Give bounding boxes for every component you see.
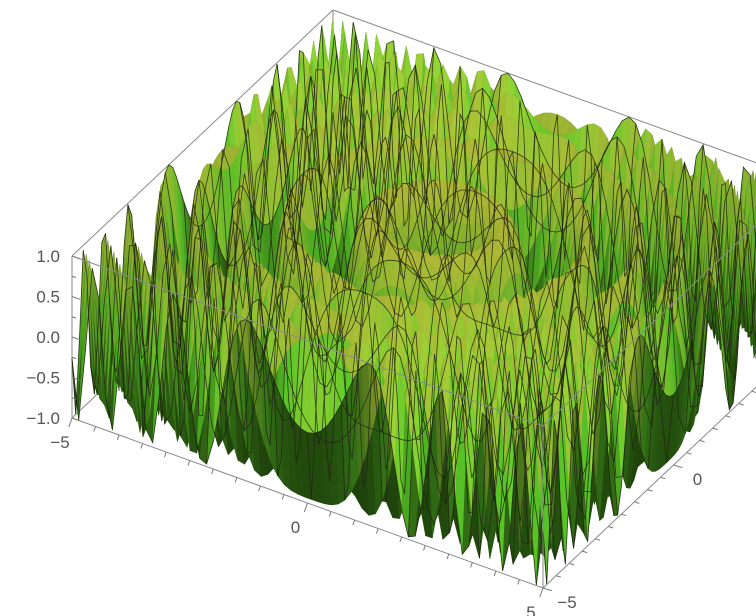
mesh-line-y <box>332 22 756 310</box>
x-tick-mark <box>187 460 191 466</box>
z-tick-mark <box>71 336 81 341</box>
x-tick-mark <box>539 587 544 598</box>
mesh-line-x <box>509 198 756 565</box>
x-tick-mark <box>517 579 520 585</box>
x-tick-mark <box>352 519 356 526</box>
x-tick-mark <box>68 417 73 428</box>
x-tick-mark <box>399 536 403 543</box>
box-edge-top-left <box>71 9 334 257</box>
mesh-line-x <box>441 144 704 533</box>
y-tick-mark <box>712 427 718 431</box>
y-tick-mark <box>582 550 588 554</box>
y-tick-mark <box>608 526 614 529</box>
box-edge-top-right <box>542 224 756 427</box>
y-tick-mark <box>542 587 553 592</box>
mesh-line-x <box>475 183 738 559</box>
mesh-line-y <box>295 67 756 363</box>
z-tick-mark <box>71 316 77 319</box>
z-tick-mark <box>71 377 81 381</box>
y-tick-mark <box>568 562 575 566</box>
z-tick-mark <box>71 296 81 300</box>
y-tick-mark <box>673 464 683 469</box>
x-tick-mark <box>258 485 261 492</box>
box-edge-top-front <box>71 255 544 427</box>
box-edge-top-back <box>332 9 756 164</box>
y-tick-mark <box>595 538 601 541</box>
x-tick-mark <box>93 426 97 432</box>
mesh-line-x <box>374 123 637 502</box>
z-tick-mark <box>71 397 77 400</box>
mesh-line-x <box>340 124 603 501</box>
x-tick-mark <box>470 562 473 568</box>
mesh-line-y <box>258 85 730 410</box>
axis-ticks: −505−5051.00.50.0−0.5−1.0 <box>26 247 756 616</box>
y-tick-mark <box>699 439 705 443</box>
z-tick-mark <box>71 275 77 279</box>
x-tick-mark <box>303 502 308 513</box>
mesh-line-x <box>408 138 670 537</box>
surface-mesh <box>71 21 756 586</box>
y-tick-mark <box>738 403 744 406</box>
x-tick-mark <box>211 468 214 475</box>
z-tick-mark <box>71 417 81 422</box>
y-tick-mark <box>686 452 692 455</box>
y-tick-mark <box>555 575 562 578</box>
y-tick-mark <box>621 513 627 517</box>
x-tick-mark <box>163 451 167 458</box>
x-tick-label: −5 <box>50 433 69 452</box>
x-tick-mark <box>328 511 332 517</box>
y-tick-mark <box>660 476 666 480</box>
mesh-line-y <box>202 149 674 463</box>
y-tick-mark <box>751 390 756 393</box>
x-tick-mark <box>140 443 144 449</box>
mesh-line-x <box>542 233 756 585</box>
mesh-line-y <box>276 63 749 380</box>
z-tick-mark <box>71 255 81 260</box>
y-tick-mark <box>647 489 653 492</box>
x-tick-mark <box>116 434 120 441</box>
x-tick-mark <box>234 477 238 483</box>
x-tick-mark <box>423 545 426 551</box>
y-tick-mark <box>725 415 731 418</box>
y-tick-mark <box>634 501 640 504</box>
x-tick-mark <box>375 528 379 534</box>
x-tick-mark <box>281 494 285 500</box>
x-tick-mark <box>446 553 450 560</box>
z-tick-mark <box>71 356 77 360</box>
mesh-line-y <box>220 128 693 434</box>
mesh-line-y <box>314 34 756 334</box>
x-tick-mark <box>493 570 497 577</box>
